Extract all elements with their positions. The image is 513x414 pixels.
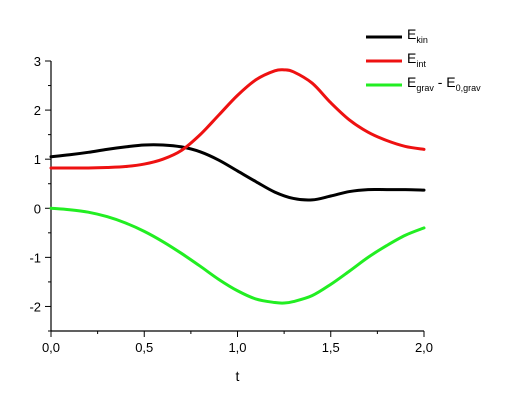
x-tick-label: 0,0 bbox=[42, 340, 60, 355]
tick-labels: 0,0 0,5 1,0 1,5 2,0 -2 -1 0 1 2 3 bbox=[29, 54, 433, 355]
series-line-2 bbox=[49, 68, 426, 170]
legend-label-3: Egrav - E0,grav bbox=[407, 74, 481, 93]
legend-label-2: Eint bbox=[407, 50, 426, 69]
x-tick-label: 2,0 bbox=[415, 340, 433, 355]
x-tick-label: 1,5 bbox=[322, 340, 340, 355]
series-layer bbox=[49, 68, 426, 305]
legend: Ekin Eint Egrav - E0,grav bbox=[366, 26, 481, 93]
y-tick-label: 3 bbox=[34, 54, 41, 69]
series-line-1 bbox=[49, 143, 426, 202]
x-tick-label: 1,0 bbox=[228, 340, 246, 355]
axes bbox=[45, 60, 425, 337]
y-tick-label: 0 bbox=[34, 201, 41, 216]
y-tick-label: 2 bbox=[34, 103, 41, 118]
y-tick-label: -2 bbox=[29, 299, 41, 314]
y-tick-label: -1 bbox=[29, 250, 41, 265]
legend-label-1: Ekin bbox=[407, 26, 428, 45]
x-tick-label: 0,5 bbox=[135, 340, 153, 355]
x-axis-label: t bbox=[236, 368, 240, 384]
y-tick-label: 1 bbox=[34, 152, 41, 167]
series-line-3 bbox=[49, 206, 426, 305]
